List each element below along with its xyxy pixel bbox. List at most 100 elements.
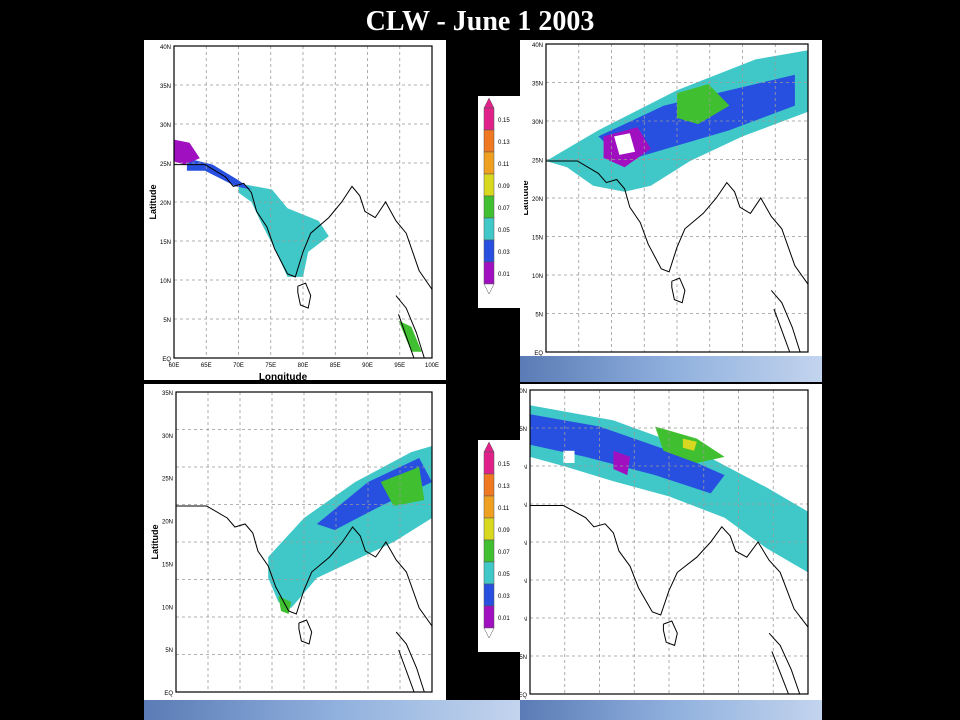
longitude-tick-label: 95E	[394, 363, 405, 369]
longitude-tick-label: 80E	[298, 363, 309, 369]
colorbar-segment	[483, 495, 495, 519]
colorbar-label: 0.09	[498, 184, 510, 190]
longitude-tick-label: 65E	[201, 363, 212, 369]
clw-fill-yellow	[682, 438, 697, 451]
colorbar-segment	[483, 561, 495, 585]
blue-strip-bottom-left	[144, 700, 520, 720]
colorbar-label: 0.09	[498, 528, 510, 534]
colorbar-segment	[483, 517, 495, 541]
colorbar-segment	[483, 473, 495, 497]
colorbar-label: 0.11	[498, 506, 510, 512]
colorbar-label: 0.13	[498, 140, 510, 146]
longitude-tick-label: 100E	[425, 363, 439, 369]
colorbar-label: 0.05	[498, 228, 510, 234]
clw-fill-cyan	[238, 183, 329, 277]
latitude-tick-label: 20N	[532, 197, 543, 203]
latitude-tick-label: 25N	[160, 162, 171, 168]
map-panel-top-left: 40N 35N 30N 25N 20N 15N 10N 5N EQ 60E 65E 70E 75E 80E…	[144, 40, 446, 380]
coastline-malay-peninsula	[395, 631, 425, 693]
colorbar-segment	[483, 605, 495, 629]
latitude-tick-label: 35N	[520, 427, 527, 433]
clw-fill-green	[677, 84, 730, 125]
plot-frame	[545, 43, 809, 353]
latitude-tick-label: 40N	[532, 43, 543, 49]
colorbar-label: 0.01	[498, 616, 510, 622]
clw-fill-blue	[530, 414, 725, 494]
longitude-tick-label: 70E	[233, 363, 244, 369]
latitude-tick-label: 35N	[532, 82, 543, 88]
latitude-tick-label: 30N	[532, 120, 543, 126]
latitude-tick-label: 10N	[162, 605, 173, 611]
blue-strip-top-right	[520, 356, 822, 382]
colorbar-segment	[483, 239, 495, 263]
x-axis-label: Longitude	[259, 372, 308, 380]
colorbar-bottom: 0.15 0.13 0.11 0.09 0.07 0.05 0.03 0.01	[478, 440, 524, 652]
colorbar-segment	[483, 173, 495, 197]
latitude-tick-label: EQ	[164, 691, 173, 697]
coastline-sri-lanka	[662, 620, 678, 647]
latitude-tick-label: EQ	[520, 693, 527, 699]
longitude-tick-label: 75E	[265, 363, 276, 369]
map-top-right: 40N 35N 30N 25N 20N 15N 10N 5N EQ Latitude	[520, 43, 809, 356]
latitude-tick-label: 5N	[520, 655, 527, 661]
plot-frame	[529, 389, 809, 695]
coastline-sri-lanka	[298, 619, 313, 645]
colorbar-segment	[483, 451, 495, 475]
colorbar-top: 0.15 0.13 0.11 0.09 0.07 0.05 0.03 0.01	[478, 96, 524, 308]
colorbar-segment	[483, 217, 495, 241]
clw-fill-blue	[186, 158, 252, 190]
latitude-tick-label: 15N	[160, 240, 171, 246]
clw-fill-white	[614, 133, 636, 155]
latitude-tick-label: 30N	[162, 434, 173, 440]
latitude-tick-label: 30N	[160, 123, 171, 129]
colorbar-label: 0.11	[498, 162, 510, 168]
latitude-tick-label: 10N	[160, 279, 171, 285]
longitude-tick-label: 85E	[330, 363, 341, 369]
colorbar-segment	[483, 261, 495, 285]
latitude-tick-label: 5N	[163, 318, 171, 324]
colorbar-segment	[483, 195, 495, 219]
y-axis-label: Latitude	[520, 181, 530, 216]
latitude-tick-label: 35N	[162, 391, 173, 397]
latitude-tick-label: EQ	[534, 351, 543, 356]
latitude-tick-label: EQ	[162, 357, 171, 363]
colorbar-label: 0.05	[498, 572, 510, 578]
colorbar-segment	[483, 539, 495, 563]
latitude-tick-label: 15N	[162, 562, 173, 568]
latitude-tick-label: 40N	[160, 45, 171, 51]
plot-frame	[175, 391, 433, 693]
colorbar-label: 0.15	[498, 462, 510, 468]
colorbar-label: 0.15	[498, 118, 510, 124]
latitude-tick-label: 15N	[532, 236, 543, 242]
latitude-tick-label: 20N	[162, 520, 173, 526]
clw-fill-purple	[613, 450, 631, 476]
clw-fill-white	[563, 450, 575, 463]
coastline-india	[176, 505, 433, 627]
colorbar-label: 0.13	[498, 484, 510, 490]
colorbar-segment	[483, 151, 495, 175]
latitude-tick-label: 35N	[160, 84, 171, 90]
coastline-malay-peninsula	[770, 290, 801, 353]
colorbar-segment	[483, 583, 495, 607]
latitude-tick-label: 25N	[532, 159, 543, 165]
page-title: CLW - June 1 2003	[365, 6, 595, 37]
colorbar-label: 0.07	[498, 206, 510, 212]
map-panel-bottom-left: 35N 30N 25N 20N 15N 10N 5N EQ Latitude	[144, 384, 446, 700]
longitude-tick-label: 60E	[169, 363, 180, 369]
latitude-tick-label: 40N	[520, 389, 527, 395]
coastline-india	[530, 505, 809, 628]
coastline-sri-lanka	[297, 282, 312, 309]
longitude-tick-label: 90E	[362, 363, 373, 369]
y-axis-label: Latitude	[148, 185, 158, 220]
colorbar-bottom-arrow	[483, 627, 495, 639]
colorbar-label: 0.03	[498, 250, 510, 256]
y-axis-label: Latitude	[150, 525, 160, 560]
plot-frame	[173, 45, 433, 359]
colorbar-bottom-arrow	[483, 283, 495, 295]
blue-strip-bottom-right	[520, 700, 822, 720]
coastline-sri-lanka	[671, 277, 686, 304]
clw-fill-purple	[174, 139, 200, 165]
